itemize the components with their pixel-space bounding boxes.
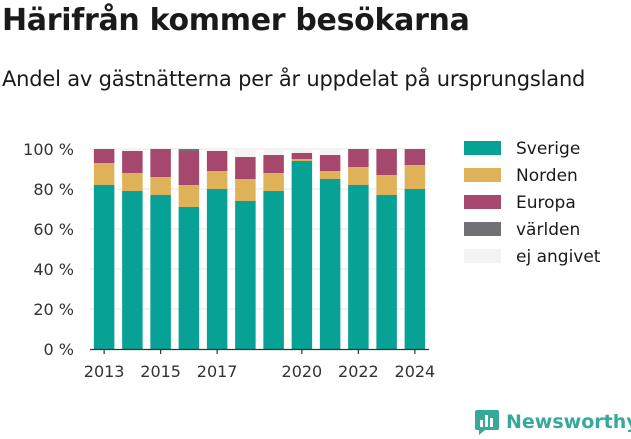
x-tick-label: 2024 bbox=[395, 362, 436, 381]
bar-segment bbox=[291, 161, 313, 349]
bar-segment bbox=[93, 185, 115, 349]
x-tick-label: 2022 bbox=[338, 362, 379, 381]
bar-segment bbox=[404, 189, 426, 349]
bar-segment bbox=[178, 207, 200, 349]
bar-segment bbox=[150, 177, 171, 195]
newsworthy-brand: Newsworthy bbox=[474, 405, 631, 439]
grid-lines bbox=[90, 148, 429, 310]
bar-segment bbox=[263, 155, 284, 173]
bar-segment bbox=[319, 179, 341, 349]
bar-segment bbox=[122, 173, 143, 191]
x-tick-label: 2015 bbox=[140, 362, 181, 381]
bar-segment bbox=[348, 185, 369, 349]
bar-segment bbox=[178, 185, 200, 207]
bar-segment bbox=[376, 175, 397, 195]
y-tick-label: 0 % bbox=[44, 340, 74, 359]
bar-segment bbox=[235, 149, 256, 157]
bar-segment bbox=[235, 157, 256, 179]
legend-swatch bbox=[464, 195, 501, 209]
bar-segment bbox=[319, 155, 341, 171]
legend: Sverige Norden Europa världen ej angivet bbox=[464, 139, 601, 267]
bar-segment bbox=[93, 163, 115, 185]
bar-segment bbox=[122, 149, 143, 151]
y-tick-label: 80 % bbox=[33, 180, 74, 199]
x-tick-label: 2017 bbox=[197, 362, 238, 381]
y-tick-label: 20 % bbox=[33, 300, 74, 319]
newsworthy-logo-icon bbox=[475, 410, 499, 435]
bar-segment bbox=[206, 151, 228, 171]
legend-label: världen bbox=[516, 220, 580, 240]
bar-segment bbox=[235, 179, 256, 201]
bar-segment bbox=[348, 167, 369, 185]
x-tick-label: 2013 bbox=[84, 362, 125, 381]
bar-segment bbox=[291, 149, 313, 153]
bar-segment bbox=[206, 149, 228, 151]
bar-segment bbox=[376, 195, 397, 349]
legend-label: ej angivet bbox=[516, 247, 601, 267]
bar-segment bbox=[291, 153, 313, 159]
bar-segment bbox=[150, 149, 171, 177]
bar-segment bbox=[263, 173, 284, 191]
bar-segment bbox=[122, 151, 143, 173]
bar-segment bbox=[235, 201, 256, 349]
bar-segment bbox=[376, 149, 397, 175]
bar-segment bbox=[206, 189, 228, 349]
y-tick-label: 40 % bbox=[33, 260, 74, 279]
chart-title: Härifrån kommer besökarna bbox=[2, 3, 470, 38]
x-tick-label: 2020 bbox=[282, 362, 323, 381]
legend-label: Europa bbox=[516, 193, 576, 213]
bar-segment bbox=[404, 149, 426, 165]
legend-swatch bbox=[464, 141, 501, 155]
bar-segment bbox=[291, 159, 313, 161]
bar-segment bbox=[93, 149, 115, 163]
bar-segment bbox=[263, 191, 284, 349]
legend-label: Norden bbox=[516, 166, 578, 186]
bar-segment bbox=[263, 149, 284, 155]
bar-segment bbox=[150, 195, 171, 349]
bar-segment bbox=[178, 151, 200, 185]
brand-name: Newsworthy bbox=[506, 411, 631, 433]
legend-swatch bbox=[464, 222, 501, 236]
chart-subtitle: Andel av gästnätterna per år uppdelat på… bbox=[2, 67, 586, 91]
y-tick-label: 100 % bbox=[23, 140, 74, 159]
bar-segment bbox=[122, 191, 143, 349]
legend-swatch bbox=[464, 249, 501, 263]
bar-segment bbox=[348, 149, 369, 167]
legend-swatch bbox=[464, 168, 501, 182]
legend-label: Sverige bbox=[516, 139, 580, 159]
bars bbox=[93, 149, 426, 349]
bar-segment bbox=[319, 171, 341, 179]
bar-segment bbox=[319, 149, 341, 155]
axes: 0 % 20 % 40 % 60 % 80 % 100 % 2013 2015 2017 2020… bbox=[23, 140, 435, 381]
y-tick-label: 60 % bbox=[33, 220, 74, 239]
bar-segment bbox=[404, 165, 426, 189]
bar-segment bbox=[178, 149, 200, 151]
bar-segment bbox=[206, 171, 228, 189]
